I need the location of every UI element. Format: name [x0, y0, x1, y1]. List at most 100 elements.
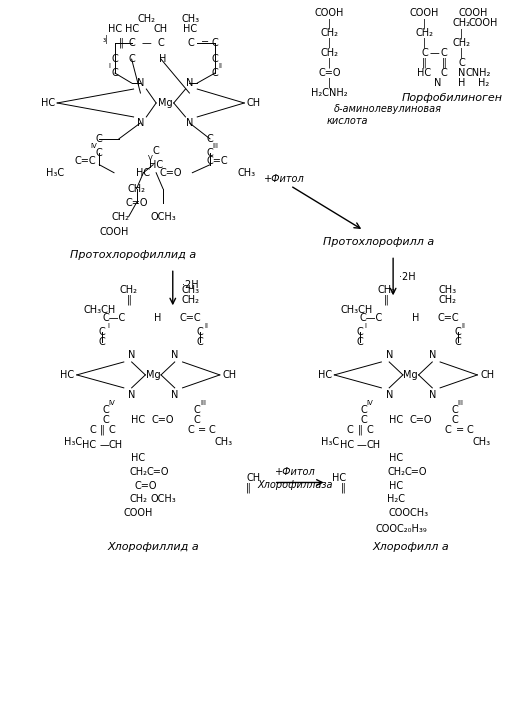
Text: C: C: [187, 424, 194, 435]
Text: N: N: [171, 390, 178, 400]
Text: CH₃CH: CH₃CH: [83, 305, 115, 315]
Text: C: C: [103, 415, 110, 424]
Text: COOCH₃: COOCH₃: [389, 508, 429, 518]
Text: C: C: [207, 134, 213, 144]
Text: C—C: C—C: [102, 313, 126, 323]
Text: ‖: ‖: [422, 58, 427, 68]
Text: C: C: [209, 424, 215, 435]
Text: CH₂: CH₂: [320, 28, 338, 38]
Text: HC: HC: [389, 453, 403, 462]
Text: H: H: [412, 313, 419, 323]
Text: |: |: [423, 38, 426, 49]
Text: —: —: [99, 440, 109, 450]
Text: III: III: [213, 143, 219, 149]
Text: N: N: [386, 390, 393, 400]
Text: HC: HC: [125, 24, 139, 35]
Text: CH₂: CH₂: [453, 38, 471, 48]
Text: COOH: COOH: [410, 8, 439, 18]
Text: C: C: [128, 38, 135, 48]
Text: N: N: [186, 118, 193, 128]
Text: C=O: C=O: [147, 467, 169, 477]
Text: HC: HC: [332, 472, 346, 482]
Text: CH₃: CH₃: [472, 436, 490, 447]
Text: ·2H: ·2H: [400, 272, 416, 282]
Text: =: =: [198, 424, 206, 435]
Text: CH: CH: [247, 98, 261, 108]
Text: C: C: [444, 424, 451, 435]
Text: N: N: [171, 350, 178, 360]
Text: II: II: [461, 323, 466, 329]
Text: |: |: [328, 78, 331, 88]
Text: C: C: [360, 405, 367, 415]
Text: |: |: [328, 38, 331, 49]
Text: HC: HC: [389, 415, 403, 424]
Text: C=O: C=O: [125, 197, 148, 207]
Text: CH₂: CH₂: [138, 14, 156, 24]
Text: ‖: ‖: [126, 295, 131, 305]
Text: HC: HC: [318, 370, 332, 380]
Text: C—C: C—C: [360, 313, 383, 323]
Text: HC: HC: [389, 482, 403, 491]
Text: CH: CH: [480, 370, 494, 380]
Text: H: H: [159, 54, 167, 64]
Text: |: |: [328, 18, 331, 28]
Text: C: C: [194, 415, 201, 424]
Text: HC: HC: [183, 24, 197, 35]
Text: ‖: ‖: [384, 295, 389, 305]
Text: C: C: [454, 327, 461, 337]
Text: COOH: COOH: [99, 228, 129, 238]
Text: C: C: [458, 58, 465, 68]
Text: CH₂: CH₂: [129, 494, 147, 504]
Text: I: I: [365, 323, 367, 329]
Text: ·2H: ·2H: [182, 281, 199, 290]
Text: =: =: [456, 424, 464, 435]
Text: C: C: [212, 68, 218, 78]
Text: C=O: C=O: [404, 467, 427, 477]
Text: IV: IV: [366, 400, 373, 406]
Text: H₂CNH₂: H₂CNH₂: [311, 88, 348, 98]
Text: C: C: [212, 54, 218, 64]
Text: CNH₂: CNH₂: [466, 68, 491, 78]
Text: H: H: [458, 78, 466, 88]
Text: CH₂: CH₂: [129, 467, 147, 477]
Text: HC: HC: [60, 370, 74, 380]
Text: CH₂: CH₂: [377, 286, 395, 295]
Text: C: C: [441, 68, 448, 78]
Text: ‖: ‖: [341, 482, 346, 493]
Text: |: |: [328, 58, 331, 68]
Text: +Фитол: +Фитол: [264, 173, 304, 184]
Text: CH₃CH: CH₃CH: [341, 305, 373, 315]
Text: CH₃: CH₃: [439, 286, 457, 295]
Text: C=C: C=C: [206, 156, 228, 166]
Text: кислота: кислота: [327, 116, 368, 126]
Text: C=C: C=C: [180, 313, 201, 323]
Text: CH: CH: [154, 24, 168, 35]
Text: N: N: [435, 78, 442, 88]
Text: Mg: Mg: [146, 370, 161, 380]
Text: ‖: ‖: [118, 38, 123, 49]
Text: C: C: [128, 54, 135, 64]
Text: HC: HC: [131, 453, 146, 462]
Text: HC: HC: [41, 98, 56, 108]
Text: |: |: [460, 28, 464, 39]
Text: —: —: [357, 440, 367, 450]
Text: C: C: [452, 405, 458, 415]
Text: Порфобилиноген: Порфобилиноген: [401, 93, 502, 103]
Text: CH₂: CH₂: [119, 286, 138, 295]
Text: III: III: [200, 400, 206, 406]
Text: C: C: [96, 134, 102, 144]
Text: CH₂: CH₂: [112, 212, 130, 221]
Text: HC: HC: [108, 24, 122, 35]
Text: C: C: [194, 405, 201, 415]
Text: II: II: [204, 323, 208, 329]
Text: C: C: [441, 48, 448, 59]
Text: C: C: [466, 424, 473, 435]
Text: Mg: Mg: [158, 98, 172, 108]
Text: —: —: [142, 38, 151, 48]
Text: C=O: C=O: [318, 68, 341, 78]
Text: —: —: [430, 48, 439, 59]
Text: C: C: [158, 38, 164, 48]
Text: CH: CH: [222, 370, 236, 380]
Text: C: C: [360, 415, 367, 424]
Text: IV: IV: [109, 400, 115, 406]
